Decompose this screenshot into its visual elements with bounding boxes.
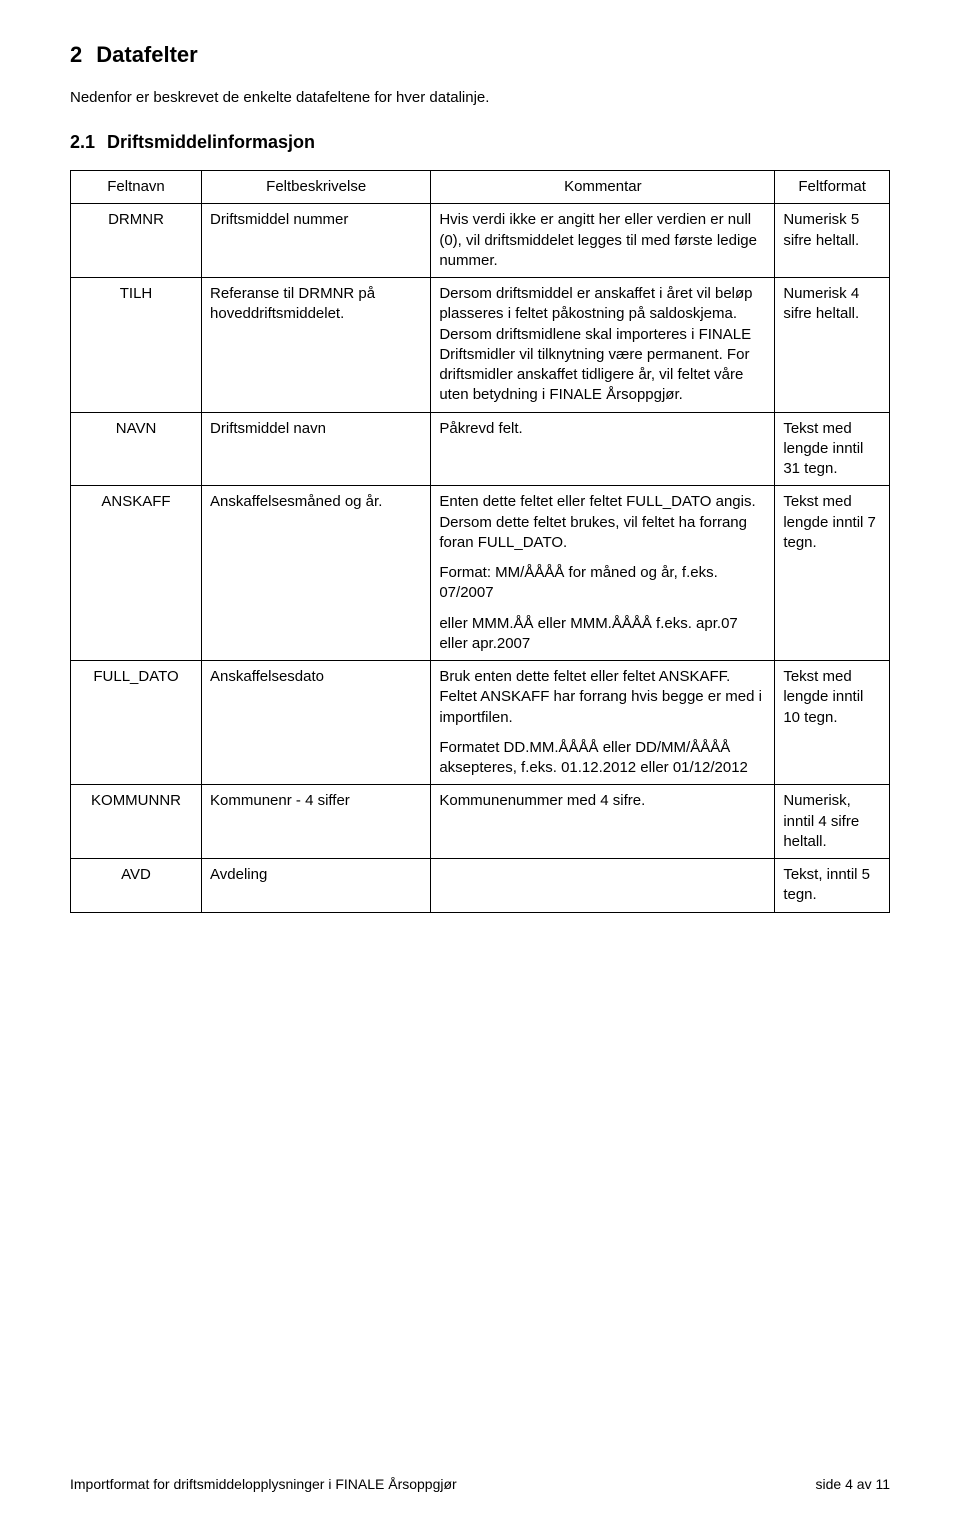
subsection-heading: 2.1 Driftsmiddelinformasjon xyxy=(70,130,890,154)
comment-paragraph: Format: MM/ÅÅÅÅ for måned og år, f.eks. … xyxy=(439,563,766,604)
comment-paragraph: Formatet DD.MM.ÅÅÅÅ eller DD/MM/ÅÅÅÅ aks… xyxy=(439,738,766,779)
page-footer: Importformat for driftsmiddelopplysninge… xyxy=(70,1475,890,1494)
section-heading: 2 Datafelter xyxy=(70,40,890,70)
cell-kommentar: Dersom driftsmiddel er anskaffet i året … xyxy=(431,278,775,413)
cell-feltnavn: KOMMUNNR xyxy=(71,785,202,859)
col-feltformat: Feltformat xyxy=(775,171,890,204)
fields-table: Feltnavn Feltbeskrivelse Kommentar Feltf… xyxy=(70,170,890,913)
cell-feltnavn: ANSKAFF xyxy=(71,486,202,661)
cell-feltnavn: NAVN xyxy=(71,412,202,486)
comment-paragraph: eller MMM.ÅÅ eller MMM.ÅÅÅÅ f.eks. apr.0… xyxy=(439,614,766,655)
comment-paragraph: Bruk enten dette feltet eller feltet ANS… xyxy=(439,667,766,728)
cell-feltbeskrivelse: Referanse til DRMNR på hoveddriftsmiddel… xyxy=(202,278,431,413)
cell-feltbeskrivelse: Anskaffelsesmåned og år. xyxy=(202,486,431,661)
table-row: ANSKAFFAnskaffelsesmåned og år.Enten det… xyxy=(71,486,890,661)
comment-paragraph: Enten dette feltet eller feltet FULL_DAT… xyxy=(439,492,766,553)
section-intro: Nedenfor er beskrevet de enkelte datafel… xyxy=(70,88,890,108)
cell-feltformat: Numerisk 5 sifre heltall. xyxy=(775,204,890,278)
col-feltbeskrivelse: Feltbeskrivelse xyxy=(202,171,431,204)
table-row: FULL_DATOAnskaffelsesdatoBruk enten dett… xyxy=(71,661,890,785)
comment-paragraph: Hvis verdi ikke er angitt her eller verd… xyxy=(439,210,766,271)
col-kommentar: Kommentar xyxy=(431,171,775,204)
cell-feltbeskrivelse: Driftsmiddel navn xyxy=(202,412,431,486)
cell-feltformat: Numerisk, inntil 4 sifre heltall. xyxy=(775,785,890,859)
comment-paragraph: Kommunenummer med 4 sifre. xyxy=(439,791,766,811)
comment-paragraph: Dersom driftsmiddel er anskaffet i året … xyxy=(439,284,766,406)
col-feltnavn: Feltnavn xyxy=(71,171,202,204)
table-row: TILHReferanse til DRMNR på hoveddriftsmi… xyxy=(71,278,890,413)
footer-left: Importformat for driftsmiddelopplysninge… xyxy=(70,1475,457,1494)
cell-kommentar: Bruk enten dette feltet eller feltet ANS… xyxy=(431,661,775,785)
cell-feltnavn: DRMNR xyxy=(71,204,202,278)
cell-feltnavn: FULL_DATO xyxy=(71,661,202,785)
cell-kommentar: Enten dette feltet eller feltet FULL_DAT… xyxy=(431,486,775,661)
cell-feltformat: Numerisk 4 sifre heltall. xyxy=(775,278,890,413)
section-title: Datafelter xyxy=(96,42,197,67)
cell-feltnavn: TILH xyxy=(71,278,202,413)
table-row: KOMMUNNRKommunenr - 4 siffer Kommunenumme… xyxy=(71,785,890,859)
table-row: AVDAvdeling Tekst, inntil 5 tegn. xyxy=(71,859,890,913)
comment-paragraph: Påkrevd felt. xyxy=(439,419,766,439)
cell-kommentar: Hvis verdi ikke er angitt her eller verd… xyxy=(431,204,775,278)
cell-feltbeskrivelse: Anskaffelsesdato xyxy=(202,661,431,785)
cell-kommentar xyxy=(431,859,775,913)
table-row: NAVNDriftsmiddel navn Påkrevd felt. Tekst … xyxy=(71,412,890,486)
cell-feltformat: Tekst med lengde inntil 31 tegn. xyxy=(775,412,890,486)
cell-kommentar: Påkrevd felt. xyxy=(431,412,775,486)
cell-feltformat: Tekst med lengde inntil 10 tegn. xyxy=(775,661,890,785)
cell-feltbeskrivelse: Avdeling xyxy=(202,859,431,913)
table-header-row: Feltnavn Feltbeskrivelse Kommentar Feltf… xyxy=(71,171,890,204)
cell-feltformat: Tekst med lengde inntil 7 tegn. xyxy=(775,486,890,661)
cell-feltformat: Tekst, inntil 5 tegn. xyxy=(775,859,890,913)
cell-feltbeskrivelse: Driftsmiddel nummer xyxy=(202,204,431,278)
section-number: 2 xyxy=(70,40,82,70)
footer-right: side 4 av 11 xyxy=(816,1475,890,1494)
cell-kommentar: Kommunenummer med 4 sifre. xyxy=(431,785,775,859)
subsection-title: Driftsmiddelinformasjon xyxy=(107,132,315,152)
table-row: DRMNRDriftsmiddel nummerHvis verdi ikke … xyxy=(71,204,890,278)
cell-feltnavn: AVD xyxy=(71,859,202,913)
cell-feltbeskrivelse: Kommunenr - 4 siffer xyxy=(202,785,431,859)
subsection-number: 2.1 xyxy=(70,130,95,154)
